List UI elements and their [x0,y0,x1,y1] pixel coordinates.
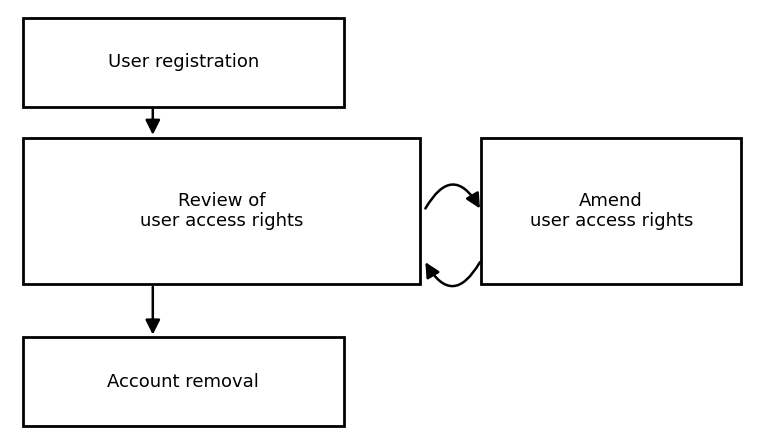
FancyBboxPatch shape [23,337,344,426]
FancyBboxPatch shape [23,18,344,107]
FancyBboxPatch shape [481,138,741,284]
Text: Amend
user access rights: Amend user access rights [529,191,693,230]
Text: Review of
user access rights: Review of user access rights [140,191,303,230]
Text: User registration: User registration [108,53,259,71]
FancyBboxPatch shape [23,138,420,284]
Text: Account removal: Account removal [108,373,259,391]
